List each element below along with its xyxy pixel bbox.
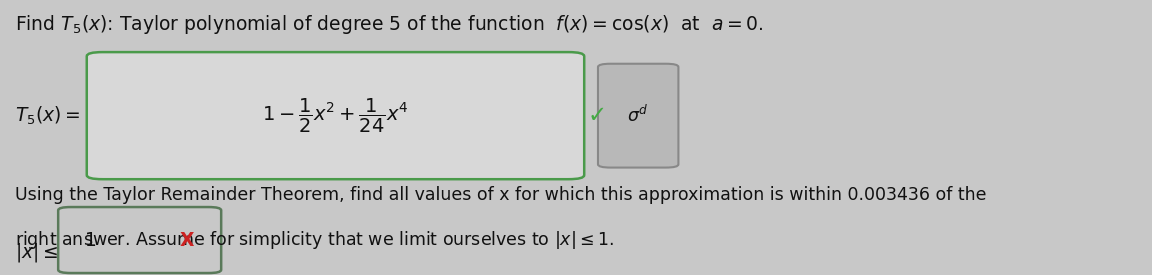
Text: ✓: ✓ (588, 104, 606, 127)
FancyBboxPatch shape (598, 64, 679, 167)
Text: Find $T_5(x)$: Taylor polynomial of degree 5 of the function  $f(x) = \cos(x)$  : Find $T_5(x)$: Taylor polynomial of degr… (15, 13, 764, 36)
FancyBboxPatch shape (59, 207, 221, 273)
Text: $1 - \dfrac{1}{2}x^2 + \dfrac{1}{24}x^4$: $1 - \dfrac{1}{2}x^2 + \dfrac{1}{24}x^4$ (263, 97, 409, 135)
Text: right answer. Assume for simplicity that we limit ourselves to $|x| \leq 1$.: right answer. Assume for simplicity that… (15, 229, 614, 251)
Text: Using the Taylor Remainder Theorem, find all values of x for which this approxim: Using the Taylor Remainder Theorem, find… (15, 186, 986, 204)
Text: $\sigma^d$: $\sigma^d$ (628, 105, 649, 126)
Text: 1: 1 (84, 230, 97, 249)
FancyBboxPatch shape (86, 52, 584, 179)
Text: $T_5(x) =$: $T_5(x) =$ (15, 104, 81, 127)
Text: X: X (180, 230, 195, 249)
Text: $|x| \leq$: $|x| \leq$ (15, 241, 58, 264)
